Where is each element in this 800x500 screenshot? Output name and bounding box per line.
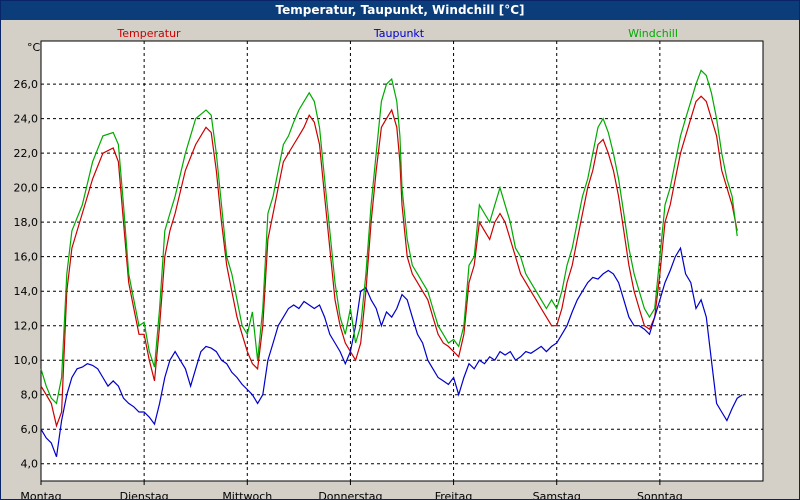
x-tick-day: Sonntag: [637, 490, 683, 499]
window-title: Temperatur, Taupunkt, Windchill [°C]: [1, 1, 799, 20]
y-tick-label: 4,0: [21, 458, 39, 471]
x-axis-ticks: Montag07.05.18Dienstag08.05.18Mittwoch09…: [20, 481, 683, 499]
x-tick-day: Donnerstag: [318, 490, 382, 499]
legend-windchill: Windchill: [628, 27, 678, 40]
y-tick-label: 8,0: [21, 389, 39, 402]
legend-temperatur: Temperatur: [116, 27, 181, 40]
y-axis-ticks: 4,0 6,0 8,0 10,0 12,0 14,0 16,0 18,0 20,0 22,0 24,…: [14, 78, 39, 471]
x-tick-day: Mittwoch: [222, 490, 272, 499]
x-tick-day: Montag: [20, 490, 61, 499]
y-tick-label: 18,0: [14, 216, 39, 229]
legend-taupunkt: Taupunkt: [373, 27, 425, 40]
series-line-windchill: [40, 69, 738, 405]
y-tick-label: 12,0: [14, 320, 39, 333]
y-tick-label: 24,0: [14, 113, 39, 126]
y-tick-label: 26,0: [14, 78, 39, 91]
series-lines: [40, 69, 743, 458]
x-tick-day: Dienstag: [120, 490, 169, 499]
y-tick-label: 20,0: [14, 182, 39, 195]
y-tick-label: 6,0: [21, 423, 39, 436]
y-tick-label: 14,0: [14, 285, 39, 298]
y-axis-unit: °C: [27, 41, 41, 54]
series-line-temperatur: [40, 95, 738, 428]
y-tick-label: 16,0: [14, 251, 39, 264]
x-tick-day: Samstag: [533, 490, 581, 499]
series-line-taupunkt: [40, 246, 743, 458]
x-tick-day: Freitag: [435, 490, 473, 499]
y-tick-label: 10,0: [14, 354, 39, 367]
y-tick-label: 22,0: [14, 147, 39, 160]
chart-svg: °C Temperatur Taupunkt Windchill 4,0 6,0 8…: [14, 27, 764, 499]
plot-area: [40, 40, 764, 482]
